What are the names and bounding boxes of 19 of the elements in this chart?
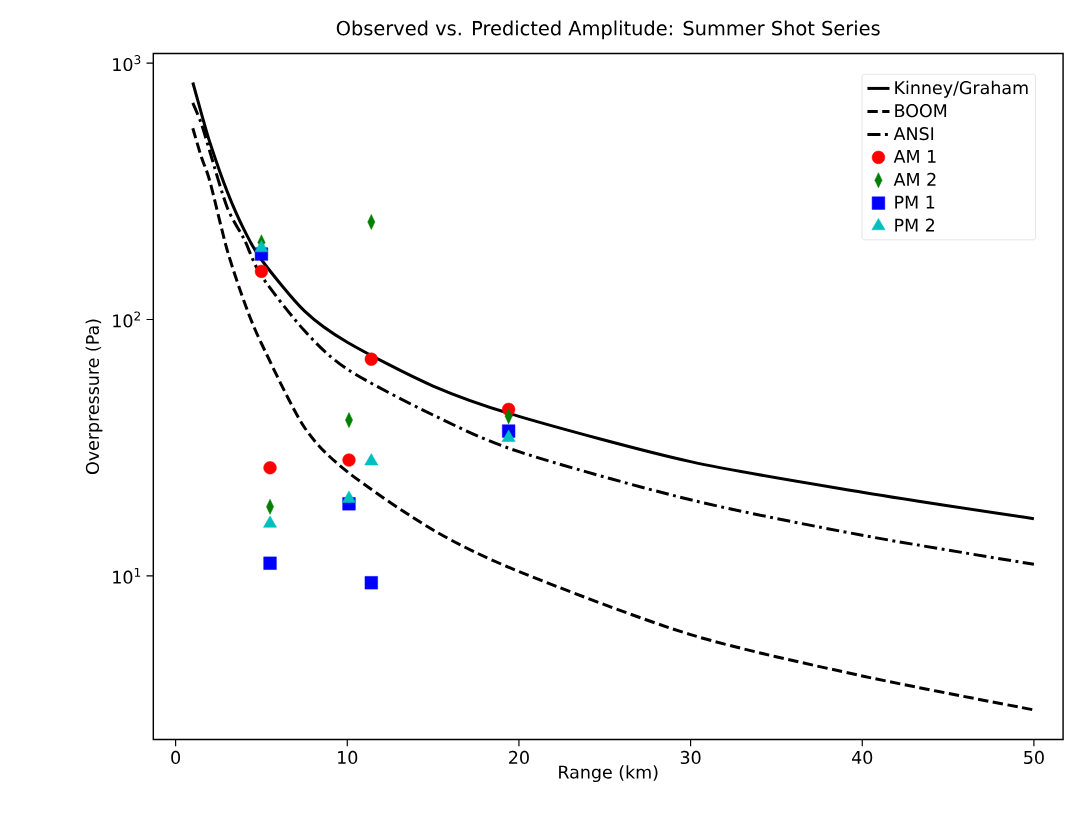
- legend-label: BOOM: [895, 103, 947, 118]
- y-tick-label: 10$^{3}$: [113, 54, 141, 71]
- legend-label: PM 2: [895, 218, 935, 232]
- legend-label: Kinney/Graham: [895, 80, 1028, 98]
- legend-label: PM 1: [895, 195, 935, 209]
- y-axis-title: Overpressure (Pa): [85, 319, 103, 474]
- legend-label: AM 2: [893, 172, 936, 186]
- chart-title: Observed vs. Predicted Amplitude: Summer Shot Series: [336, 20, 880, 40]
- x-axis-title: Range (km): [559, 765, 658, 782]
- y-tick-label: 10$^{2}$: [113, 311, 141, 328]
- x-tick-label: 40: [851, 750, 873, 764]
- y-tick-label: 10$^{1}$: [113, 567, 141, 584]
- x-tick-label: 20: [509, 750, 529, 764]
- x-tick-label: 50: [1024, 750, 1044, 764]
- x-tick-label: 30: [680, 750, 701, 764]
- x-tick-label: 10: [338, 750, 358, 764]
- legend-label: AM 1: [893, 149, 936, 163]
- x-tick-label: 0: [171, 750, 181, 764]
- legend-label: ANSI: [893, 126, 934, 141]
